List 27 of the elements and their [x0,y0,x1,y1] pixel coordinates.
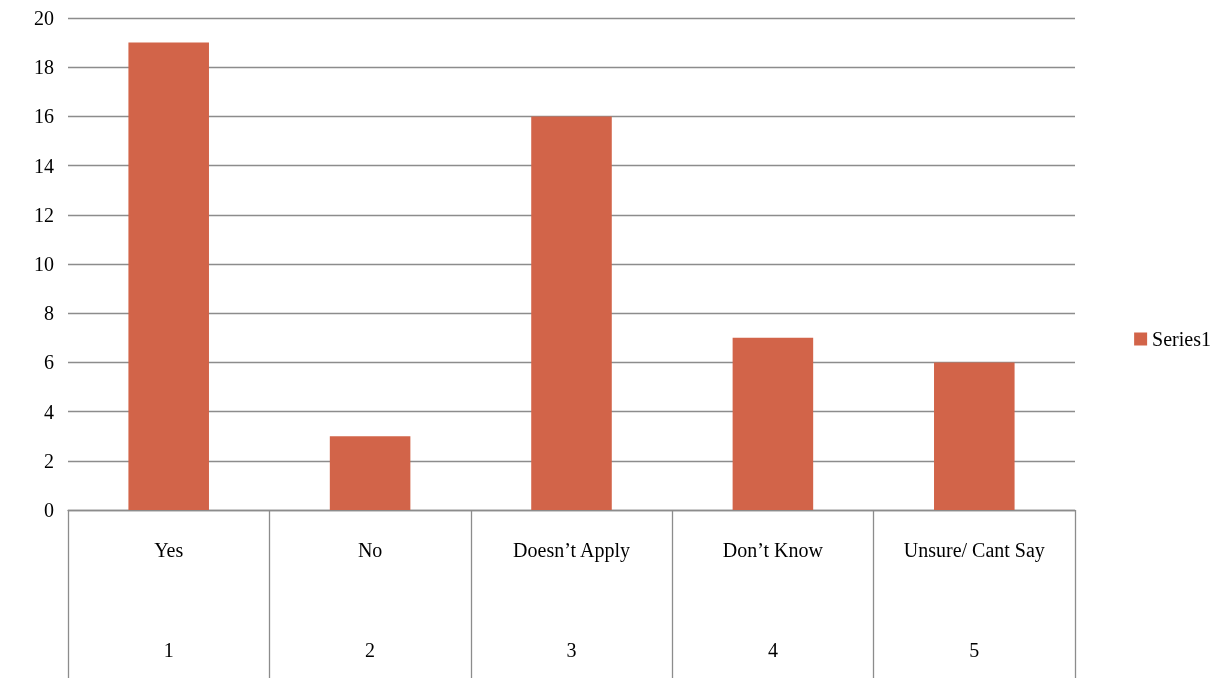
text: 3 [566,639,577,661]
bar [732,337,814,510]
text: 5 [969,639,980,661]
x-tick-label: Yes [154,539,184,561]
y-tick-label: 0 [44,499,54,521]
y-tick-label: 6 [44,351,54,374]
y-tick-label: 18 [34,56,54,79]
y-tick-label: 2 [44,449,54,472]
y-tick-label: 4 [44,400,54,423]
bar [329,436,411,510]
x-tick-label: Doesn’t Apply [513,539,630,562]
y-tick-label: 14 [34,154,54,177]
bar [531,116,612,510]
x-tick-label: Don’t Know [722,539,824,561]
y-tick-label: 16 [34,105,54,128]
text: 2 [365,639,376,661]
bar [934,362,1015,510]
y-tick-label: 12 [34,203,54,226]
x-tick-label: No [357,539,383,561]
y-tick-label: 8 [44,302,54,325]
legend-label: Series1 [1152,328,1212,350]
x-tick-label: Unsure/ Cant Say [903,539,1045,562]
text: 4 [767,639,778,661]
bar [128,42,209,510]
y-tick-label: 20 [34,7,54,29]
y-tick-label: 10 [34,253,54,275]
text: 1 [163,639,174,661]
